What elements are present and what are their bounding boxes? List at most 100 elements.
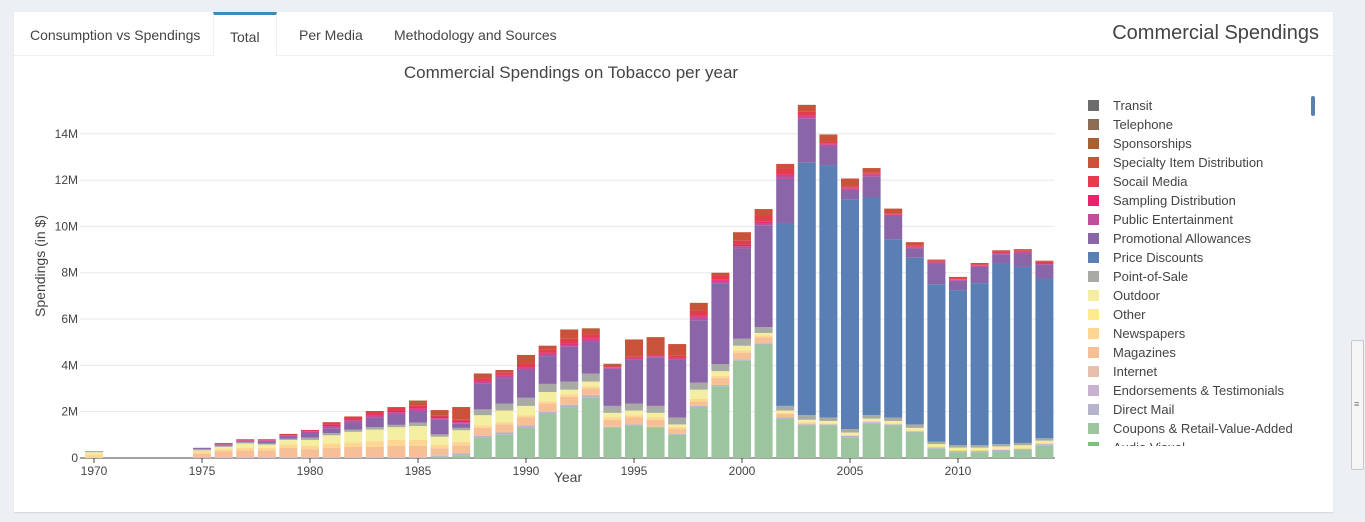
bar-segment-direct-mail-2010 (949, 451, 967, 453)
bar-segment-point-of-sale-1976 (214, 445, 233, 447)
bar-segment-sampling-distribution-1989 (495, 374, 514, 376)
bar-segment-coupons-retail-value-added-1999 (711, 386, 730, 458)
bar-segment-coupons-retail-value-added-1995 (625, 425, 643, 458)
bar-segment-socail-media-2003 (797, 111, 816, 116)
x-tick-label: 2000 (729, 464, 756, 478)
bar-segment-specialty-item-distribution-2005 (841, 178, 859, 187)
bar-segment-outdoor-2004 (819, 420, 838, 424)
bar-segment-promotional-allowances-1980 (301, 432, 319, 438)
bar-segment-outdoor-1984 (387, 427, 406, 440)
bar-segment-magazines-1977 (236, 450, 255, 458)
legend-scrollbar[interactable] (1311, 96, 1315, 116)
legend-item[interactable]: Telephone (1087, 115, 1317, 134)
bar-segment-magazines-1999 (711, 378, 730, 386)
bar-segment-public-entertainment-1987 (452, 422, 471, 424)
legend-item[interactable]: Endorsements & Testimonials (1087, 381, 1317, 400)
bar-segment-outdoor-1996 (646, 412, 665, 418)
bar-segment-public-entertainment-1985 (409, 408, 427, 411)
tab-methodology-and-sources[interactable]: Methodology and Sources (394, 27, 557, 43)
bar-segment-outdoor-2002 (776, 410, 795, 413)
legend-item[interactable]: Sampling Distribution (1087, 191, 1317, 210)
bar-segment-point-of-sale-2009 (927, 441, 946, 445)
legend-item[interactable]: Transit (1087, 96, 1317, 115)
bar-segment-specialty-item-distribution-1993 (581, 329, 600, 335)
bar-segment-point-of-sale-1977 (236, 442, 255, 444)
tab-total[interactable]: Total (213, 12, 277, 56)
bar-segment-sampling-distribution-1979 (279, 435, 298, 436)
bar-segment-socail-media-1995 (625, 356, 643, 358)
bar-segment-point-of-sale-1975 (193, 449, 211, 451)
bar-segment-socail-media-1998 (689, 310, 708, 316)
bar-segment-newspapers-1995 (625, 415, 643, 418)
page-scrollbar-thumb[interactable]: ≡ (1351, 340, 1364, 470)
legend-label: Point-of-Sale (1113, 269, 1189, 284)
legend-label: Outdoor (1113, 288, 1160, 303)
legend-item[interactable]: Sponsorships (1087, 134, 1317, 153)
legend-item[interactable]: Price Discounts (1087, 248, 1317, 267)
bar-segment-public-entertainment-1991 (538, 353, 557, 357)
bar-segment-coupons-retail-value-added-1994 (603, 427, 622, 458)
bar-segment-specialty-item-distribution-1987 (452, 407, 471, 420)
bar-segment-sampling-distribution-2003 (797, 115, 816, 117)
bar-segment-magazines-1984 (387, 445, 406, 458)
legend-label: Telephone (1113, 117, 1173, 132)
legend-item[interactable]: Magazines (1087, 343, 1317, 362)
bar-segment-promotional-allowances-1982 (344, 422, 363, 430)
bar-segment-outdoor-1970 (85, 452, 103, 455)
bar-segment-outdoor-1991 (538, 392, 557, 402)
bar-segment-specialty-item-distribution-2002 (776, 163, 795, 169)
bar-segment-promotional-allowances-2012 (992, 254, 1011, 264)
bar-segment-magazines-1991 (538, 403, 557, 412)
legend-swatch (1088, 271, 1099, 282)
bar-segment-sampling-distribution-1991 (538, 352, 557, 354)
bar-segment-newspapers-2006 (862, 420, 881, 423)
bar-segment-specialty-item-distribution-1991 (538, 345, 557, 350)
bar-segment-outdoor-1994 (603, 412, 622, 418)
bar-segment-socail-media-1983 (365, 410, 384, 415)
bar-segment-promotional-allowances-1975 (193, 448, 211, 450)
legend-swatch (1088, 442, 1099, 446)
legend-item[interactable]: Internet (1087, 362, 1317, 381)
bar-segment-price-discounts-2007 (884, 239, 903, 418)
bar-segment-coupons-retail-value-added-2004 (819, 425, 838, 458)
legend-item[interactable]: Outdoor (1087, 286, 1317, 305)
bar-segment-newspapers-1982 (344, 442, 363, 447)
bar-segment-coupons-retail-value-added-2011 (970, 452, 989, 458)
bar-segment-magazines-1990 (517, 417, 535, 426)
legend-item[interactable]: Direct Mail (1087, 400, 1317, 419)
bar-segment-promotional-allowances-2002 (776, 178, 795, 223)
legend-item[interactable]: Other (1087, 305, 1317, 324)
legend-label: Sampling Distribution (1113, 193, 1236, 208)
legend-label: Newspapers (1113, 326, 1186, 341)
legend-item[interactable]: Newspapers (1087, 324, 1317, 343)
bar-segment-public-entertainment-1996 (646, 356, 665, 358)
bar-segment-public-entertainment-2008 (905, 247, 924, 249)
legend-item[interactable]: Audio Visual (1087, 438, 1317, 446)
legend-label: Public Entertainment (1113, 212, 1233, 227)
bar-segment-public-entertainment-2009 (927, 262, 946, 264)
bar-segment-newspapers-1970 (85, 454, 103, 458)
bar-segment-coupons-retail-value-added-1996 (646, 427, 665, 458)
legend-item[interactable]: Point-of-Sale (1087, 267, 1317, 286)
legend-item[interactable]: Promotional Allowances (1087, 229, 1317, 248)
bar-segment-price-discounts-2003 (797, 162, 816, 416)
bar-segment-outdoor-1992 (560, 389, 579, 395)
bar-segment-socail-media-2001 (754, 216, 773, 222)
bar-segment-outdoor-1979 (279, 439, 298, 445)
bar-segment-newspapers-1975 (193, 451, 211, 454)
bar-segment-direct-mail-2002 (776, 417, 795, 419)
legend-item[interactable]: Specialty Item Distribution (1087, 153, 1317, 172)
legend-item[interactable]: Public Entertainment (1087, 210, 1317, 229)
bar-segment-coupons-retail-value-added-2013 (1013, 449, 1032, 458)
legend-item[interactable]: Socail Media (1087, 172, 1317, 191)
tab-consumption-vs-spendings[interactable]: Consumption vs Spendings (30, 27, 201, 43)
bar-segment-socail-media-2013 (1013, 250, 1032, 252)
bar-segment-sampling-distribution-1988 (473, 380, 492, 382)
tab-per-media[interactable]: Per Media (299, 27, 363, 43)
bar-segment-point-of-sale-1989 (495, 403, 514, 411)
bar-segment-sponsorships-1993 (581, 328, 600, 330)
bar-segment-newspapers-1977 (236, 448, 255, 451)
legend-item[interactable]: Coupons & Retail-Value-Added (1087, 419, 1317, 438)
bar-segment-public-entertainment-1982 (344, 420, 363, 423)
bar-segment-newspapers-1978 (257, 448, 276, 451)
